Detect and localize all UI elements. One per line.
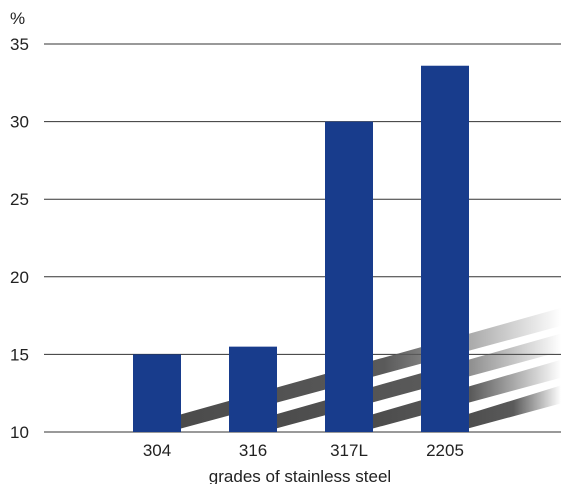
bars — [133, 65, 469, 432]
y-tick-label: 10 — [10, 423, 29, 442]
y-tick-label: 20 — [10, 268, 29, 287]
y-axis-title: % — [10, 9, 25, 28]
x-axis-title: grades of stainless steel — [209, 467, 391, 484]
gridlines — [44, 43, 561, 433]
decorative-stripe-4 — [455, 385, 561, 432]
y-tick-label: 35 — [10, 35, 29, 54]
y-tick-label: 15 — [10, 345, 29, 364]
x-tick-labels: 304 316 317L 2205 — [143, 441, 464, 460]
bar-304 — [133, 354, 181, 432]
y-tick-label: 25 — [10, 190, 29, 209]
x-tick-label: 317L — [330, 441, 368, 460]
bar-2205 — [421, 65, 469, 432]
y-tick-label: 30 — [10, 113, 29, 132]
x-tick-label: 304 — [143, 441, 171, 460]
x-tick-label: 2205 — [426, 441, 464, 460]
bar-316 — [229, 346, 277, 432]
x-tick-label: 316 — [239, 441, 267, 460]
bar-317l — [325, 121, 373, 432]
y-tick-labels: 10 15 20 25 30 35 — [10, 35, 29, 442]
